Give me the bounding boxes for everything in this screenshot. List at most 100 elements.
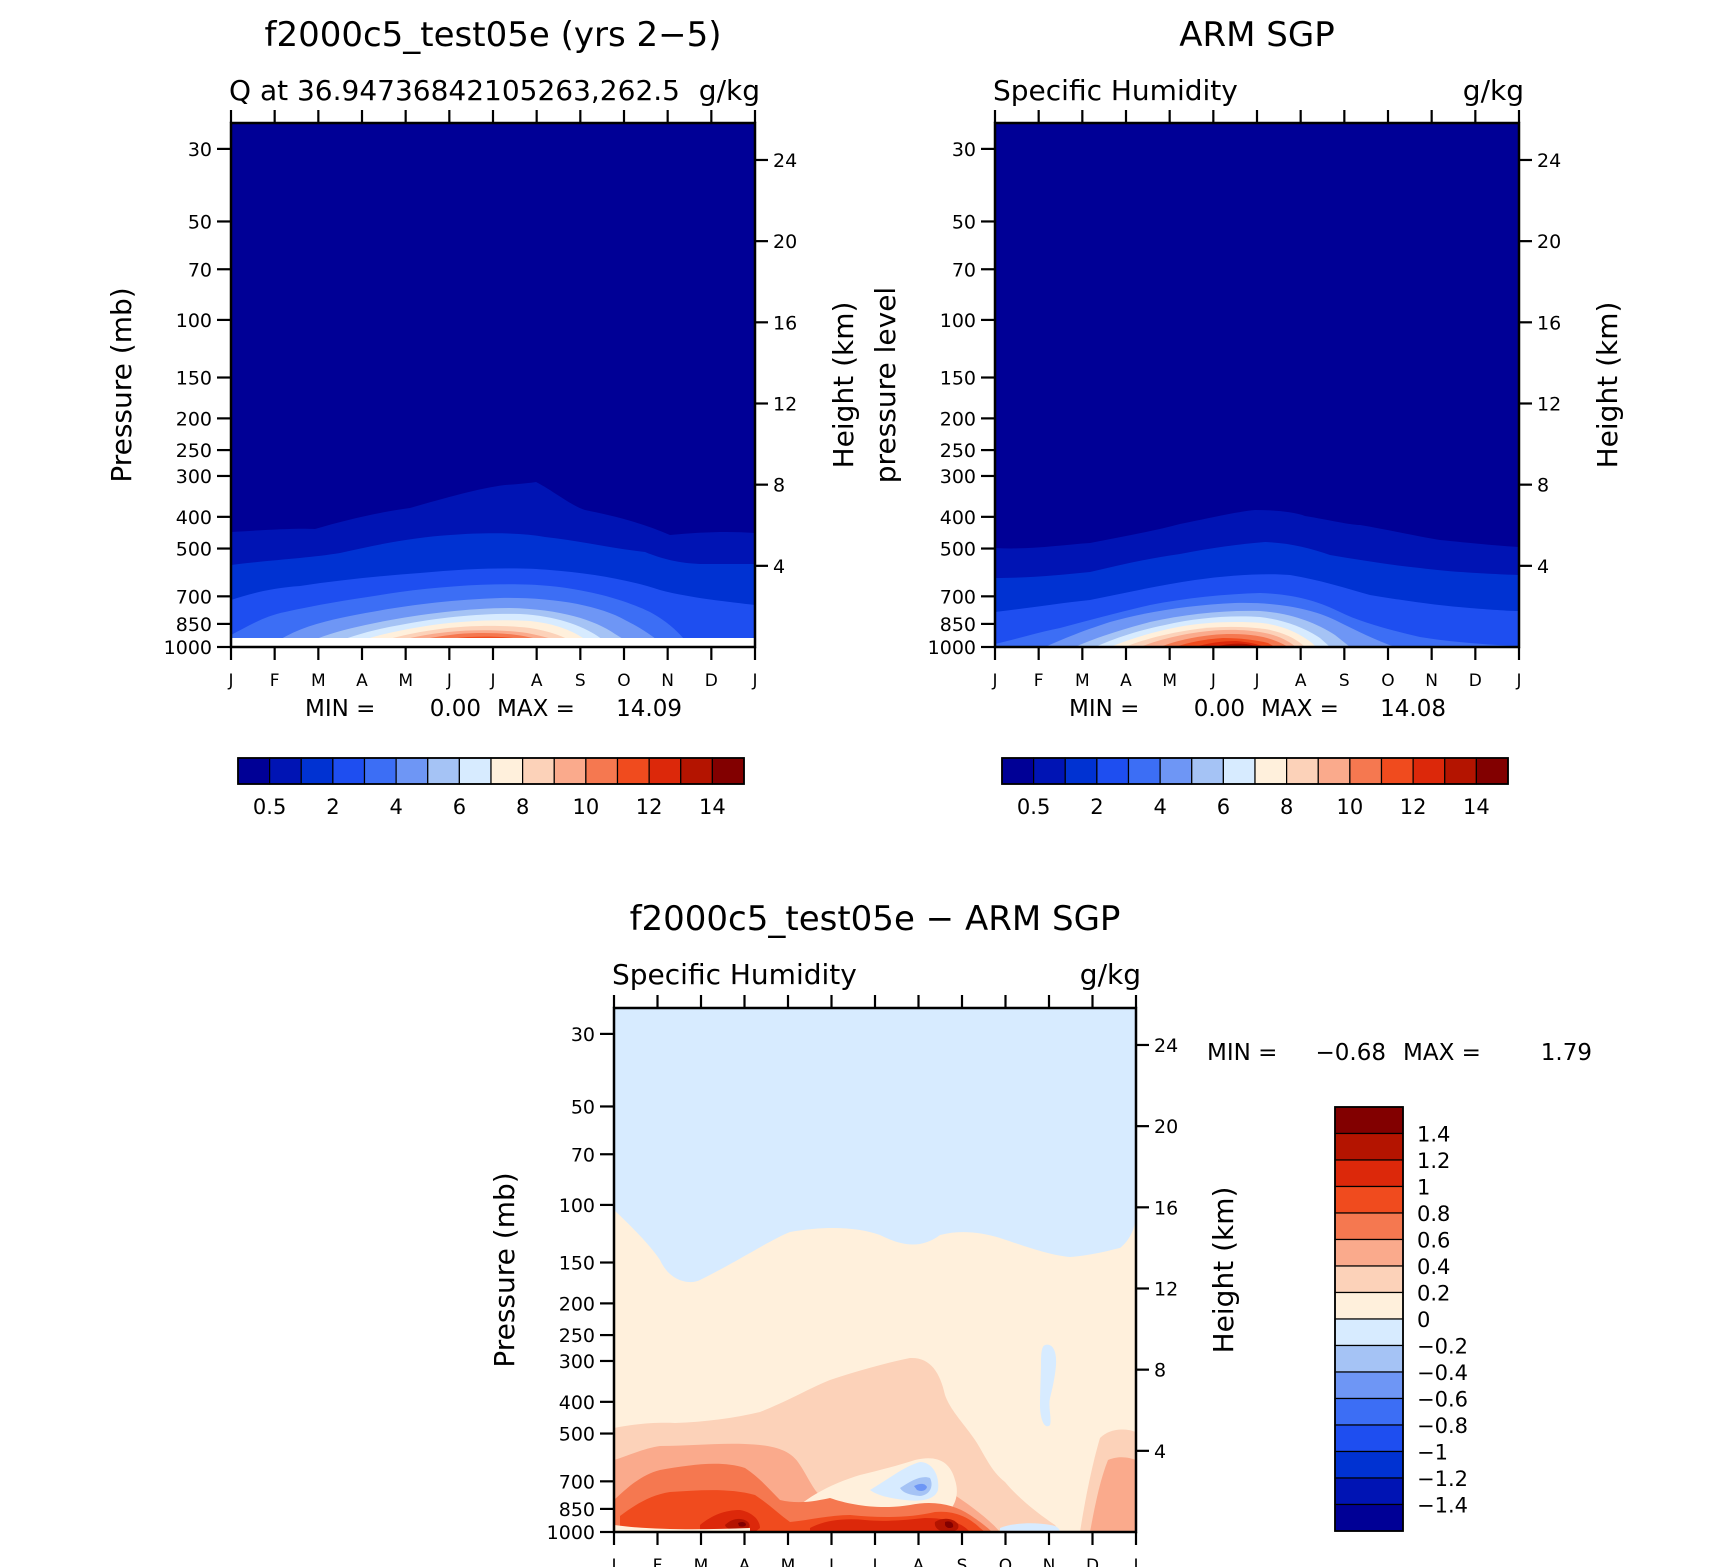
pressure-tick-label: 150 [176, 368, 212, 390]
colorbar-swatch [1334, 1212, 1404, 1241]
month-tick-label: J [991, 671, 997, 691]
colorbar-swatch [1334, 1397, 1404, 1426]
pressure-tick-label: 850 [940, 614, 976, 636]
month-tick-label: J [610, 1556, 616, 1567]
min-value: −0.68 [1316, 1040, 1386, 1066]
colorbar-tick-label: −0.2 [1417, 1335, 1468, 1359]
month-tick-label: N [1425, 671, 1438, 691]
pressure-tick-label: 200 [176, 408, 212, 430]
colorbar-swatch [363, 757, 397, 785]
colorbar-tick-label: 1 [1417, 1176, 1430, 1200]
colorbar-swatch [522, 757, 555, 785]
colorbar-tick-label: −1.2 [1417, 1467, 1468, 1491]
colorbar-swatch [1334, 1265, 1404, 1294]
colorbar-swatch [585, 757, 619, 785]
month-tick-label: F [653, 1556, 663, 1567]
month-tick-label: J [489, 671, 495, 691]
max-value: 14.08 [1380, 696, 1446, 722]
colorbar-swatch [1334, 1344, 1404, 1373]
colorbar-tick-label: 12 [1400, 795, 1427, 819]
month-tick-label: J [227, 671, 233, 691]
y-axis-right-label: Height (km) [1207, 1187, 1240, 1354]
pressure-tick-label: 70 [571, 1144, 595, 1166]
panel-units-label: g/kg [1463, 74, 1524, 107]
pressure-tick-label: 300 [940, 466, 976, 488]
pressure-tick-label: 50 [952, 211, 976, 233]
colorbar-swatch [269, 757, 302, 785]
pressure-tick-label: 30 [571, 1024, 595, 1046]
colorbar-swatch [648, 757, 682, 785]
pressure-tick-label: 50 [188, 211, 212, 233]
colorbar-tick-label: −1 [1417, 1441, 1448, 1465]
month-tick-label: D [1469, 671, 1482, 691]
colorbar-swatch [458, 757, 492, 785]
month-tick-label: J [871, 1556, 877, 1567]
month-tick-label: J [1253, 671, 1259, 691]
month-tick-label: A [739, 1556, 751, 1567]
pressure-tick-label: 30 [952, 139, 976, 161]
height-tick-label: 4 [1154, 1441, 1166, 1463]
month-tick-label: O [617, 671, 630, 691]
month-tick-label: M [311, 671, 326, 691]
colorbar-swatch [1334, 1503, 1404, 1532]
colorbar-tick-label: 14 [1463, 795, 1490, 819]
min-label: MIN = [305, 696, 375, 722]
colorbar-tick-label: −0.8 [1417, 1414, 1468, 1438]
colorbar-swatch [1334, 1132, 1404, 1161]
month-tick-label: D [1086, 1556, 1099, 1567]
month-tick-label: J [828, 1556, 834, 1567]
height-tick-label: 12 [1154, 1278, 1178, 1300]
month-tick-label: O [999, 1556, 1012, 1567]
pressure-tick-label: 700 [176, 586, 212, 608]
pressure-tick-label: 30 [188, 139, 212, 161]
height-tick-label: 20 [1537, 231, 1561, 253]
colorbar-tick-label: 10 [573, 795, 600, 819]
colorbar-tick-label: 10 [1337, 795, 1364, 819]
colorbar-tick-label: 1.2 [1417, 1149, 1450, 1173]
pressure-tick-label: 400 [559, 1392, 595, 1414]
colorbar-swatch [395, 757, 429, 785]
min-label: MIN = [1207, 1040, 1277, 1066]
colorbar-swatch [1475, 757, 1509, 785]
colorbar-swatch [1349, 757, 1383, 785]
height-tick-label: 16 [773, 312, 797, 334]
pressure-tick-label: 250 [176, 440, 212, 462]
height-tick-label: 16 [1154, 1197, 1178, 1219]
month-tick-label: J [751, 671, 757, 691]
colorbar-frame [1001, 757, 1509, 785]
height-axis: 24 20 16 12 8 4 [1136, 1035, 1178, 1463]
colorbar-tick-label: 0 [1417, 1308, 1430, 1332]
month-tick-label: A [531, 671, 543, 691]
colorbar-swatch [711, 757, 745, 785]
colorbar-swatch [237, 757, 271, 785]
pressure-tick-label: 1000 [928, 637, 976, 659]
panel-left-label: Q at 36.94736842105263,262.5 [229, 74, 680, 107]
month-tick-label: S [1339, 671, 1350, 691]
pressure-tick-label: 850 [176, 614, 212, 636]
max-value: 14.09 [616, 696, 682, 722]
month-tick-label: S [957, 1556, 968, 1567]
colorbar-swatch [680, 757, 713, 785]
colorbar: 0.5 2 4 6 8 10 12 14 [1001, 757, 1509, 819]
height-tick-label: 12 [773, 393, 797, 415]
pressure-tick-label: 400 [940, 507, 976, 529]
colorbar-tick-label: 0.5 [1017, 795, 1050, 819]
y-axis-label: Pressure (mb) [105, 287, 138, 482]
colorbar-swatch [1064, 757, 1098, 785]
max-label: MAX = [497, 696, 575, 722]
month-tick-label: N [661, 671, 674, 691]
max-label: MAX = [1403, 1040, 1481, 1066]
colorbar-swatch [1334, 1106, 1404, 1135]
colorbar-swatch [1334, 1185, 1404, 1214]
month-tick-label: A [1120, 671, 1132, 691]
min-value: 0.00 [1194, 696, 1245, 722]
colorbar-swatch [1334, 1371, 1404, 1400]
height-tick-label: 20 [773, 231, 797, 253]
month-tick-label: J [1132, 1556, 1138, 1567]
pressure-tick-label: 70 [188, 259, 212, 281]
month-tick-label: D [705, 671, 718, 691]
max-value: 1.79 [1541, 1040, 1592, 1066]
